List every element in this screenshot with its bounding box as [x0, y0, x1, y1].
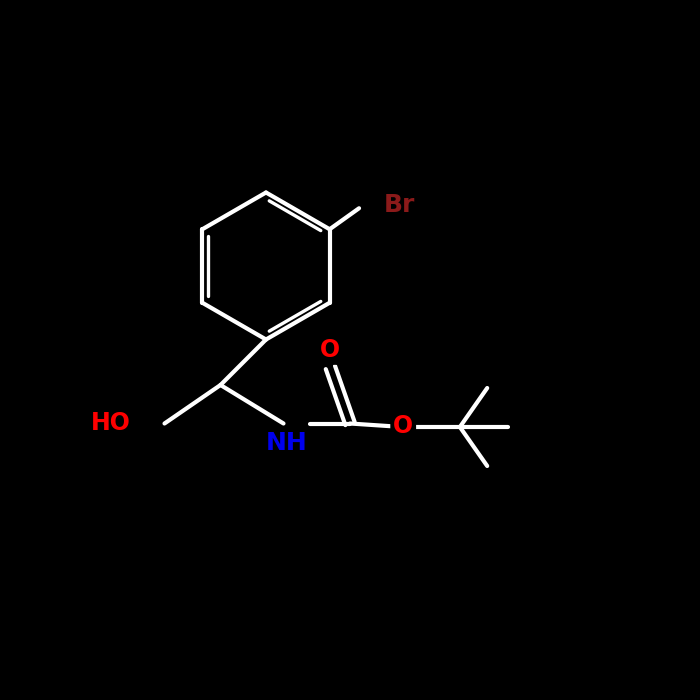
Text: O: O [321, 338, 340, 362]
Text: HO: HO [91, 412, 131, 435]
Text: Br: Br [384, 193, 415, 217]
Text: O: O [393, 414, 413, 438]
Text: NH: NH [265, 431, 307, 455]
